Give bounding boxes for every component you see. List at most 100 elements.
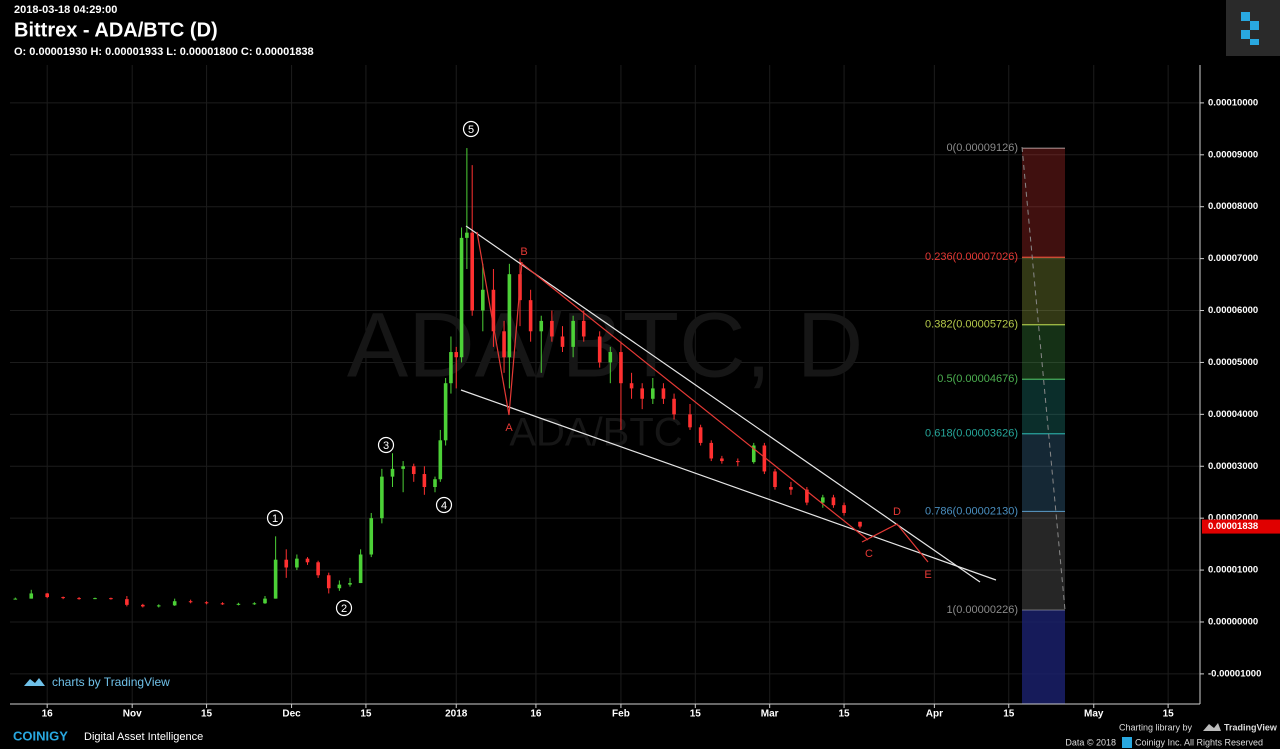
candle-body [762,445,767,472]
candle-body [433,479,437,488]
candle-body [348,583,352,585]
annotations: 1 2 3 4 5 A B C D E [266,120,932,617]
candle-body [61,597,65,599]
y-tick-label: 0.00002000 [1208,513,1258,524]
fib-label: 0.382(0.00005726) [925,319,1018,331]
candle-body [188,601,193,603]
y-tick-label: 0.00000000 [1208,616,1258,627]
candle-body [454,352,459,358]
candle-body [736,461,740,463]
candle-body [831,497,836,506]
fib-label: 0.618(0.00003626) [925,428,1018,440]
wave-letter: B [520,246,527,258]
wave-label: 4 [441,500,447,512]
wave-letter: E [924,569,931,581]
candle-body [29,593,34,599]
x-tick-label: 16 [530,709,542,720]
fib-band [1022,148,1065,258]
candle-body [491,289,496,332]
x-tick-label: Apr [926,709,943,720]
y-tick-label: 0.00001000 [1208,565,1258,576]
candle-body [401,466,405,469]
wave-label: 5 [468,124,474,136]
title: Bittrex - ADA/BTC (D) [14,19,218,41]
candle-body [358,554,363,584]
y-tick-label: -0.00001000 [1208,668,1261,679]
wave-label: 2 [341,603,347,615]
fib-trend [1021,146,1066,611]
y-tick-label: 0.00003000 [1208,461,1258,472]
candle-body [805,489,809,503]
logo-shape [1250,21,1259,30]
wave-label: 3 [383,440,389,452]
candle-body [316,562,320,576]
fib-label: 0(0.00009126) [946,142,1018,154]
candle-body [449,352,453,384]
candle-body [125,599,129,605]
fib-retracement: 0(0.00009126) 0.236(0.00007026) 0.382(0.00… [925,142,1065,704]
trendline [460,389,997,581]
wave-line [861,523,929,563]
candle-body [252,603,257,605]
wave-marker [462,120,480,138]
timestamp: 2018-03-18 04:29:00 [14,4,117,16]
ohlc: O: 0.00001930 H: 0.00001933 L: 0.0000180… [14,46,314,58]
axes: 16 Nov 15 Dec 15 2018 16 Feb 15 Mar 15 Apr 15 May 15-0… [42,97,1280,720]
candle-body [284,559,289,568]
wave-label: 1 [272,513,278,525]
candle-body [390,468,395,477]
candle-body [263,598,267,604]
candle-body [204,602,209,604]
x-tick-label: 15 [201,709,213,720]
candle-body [773,471,777,488]
candle-body [438,440,443,480]
coinigy-mark [1122,737,1132,748]
watermark-sub: ADA/BTC [509,411,682,455]
x-tick-label: 2018 [445,709,468,720]
candle-body [380,476,384,519]
fib-band [1022,257,1065,325]
candle-body [560,336,565,347]
candle-body [141,604,145,607]
candle-body [305,558,310,563]
candle-body [220,603,225,605]
candle-body [443,383,448,441]
candle-body [858,521,862,527]
copyright-owner: Coinigy Inc. All Rights Reserved [1135,737,1263,747]
watermark: ADA/BTC, D [347,294,863,396]
candle-body [172,601,177,606]
candle-body [539,320,544,332]
fib-band [1022,379,1065,434]
candle-body [369,518,374,555]
wave-marker [377,436,395,454]
fib-label: 0.236(0.00007026) [925,251,1018,263]
y-tick-label: 0.00008000 [1208,201,1258,212]
candle-body [629,383,634,389]
x-tick-label: Nov [123,709,142,720]
tradingview-badge[interactable]: charts by TradingView [52,675,170,689]
candle-body [709,442,714,459]
x-tick-label: 15 [690,709,702,720]
fib-band [1022,324,1065,380]
wave-line [519,261,869,541]
candle-body [608,352,613,363]
candle-body [688,414,692,428]
candle-body [470,232,474,311]
tradingview-mark [1203,723,1221,731]
y-tick-label: 0.00006000 [1208,305,1258,316]
logo-shape [1250,39,1259,45]
candle-body [411,466,416,475]
x-tick-label: May [1084,709,1104,720]
candle-body [571,320,575,347]
wave-marker [335,599,353,617]
wave-letter: C [865,548,873,560]
wave-letter: A [505,422,513,434]
candle-body [156,605,161,607]
fib-band [1022,511,1065,611]
candle-body [273,559,278,599]
wave-letter: D [893,506,901,518]
candle-body [640,388,644,399]
candle-body [109,598,113,600]
trendlines [460,146,1066,611]
